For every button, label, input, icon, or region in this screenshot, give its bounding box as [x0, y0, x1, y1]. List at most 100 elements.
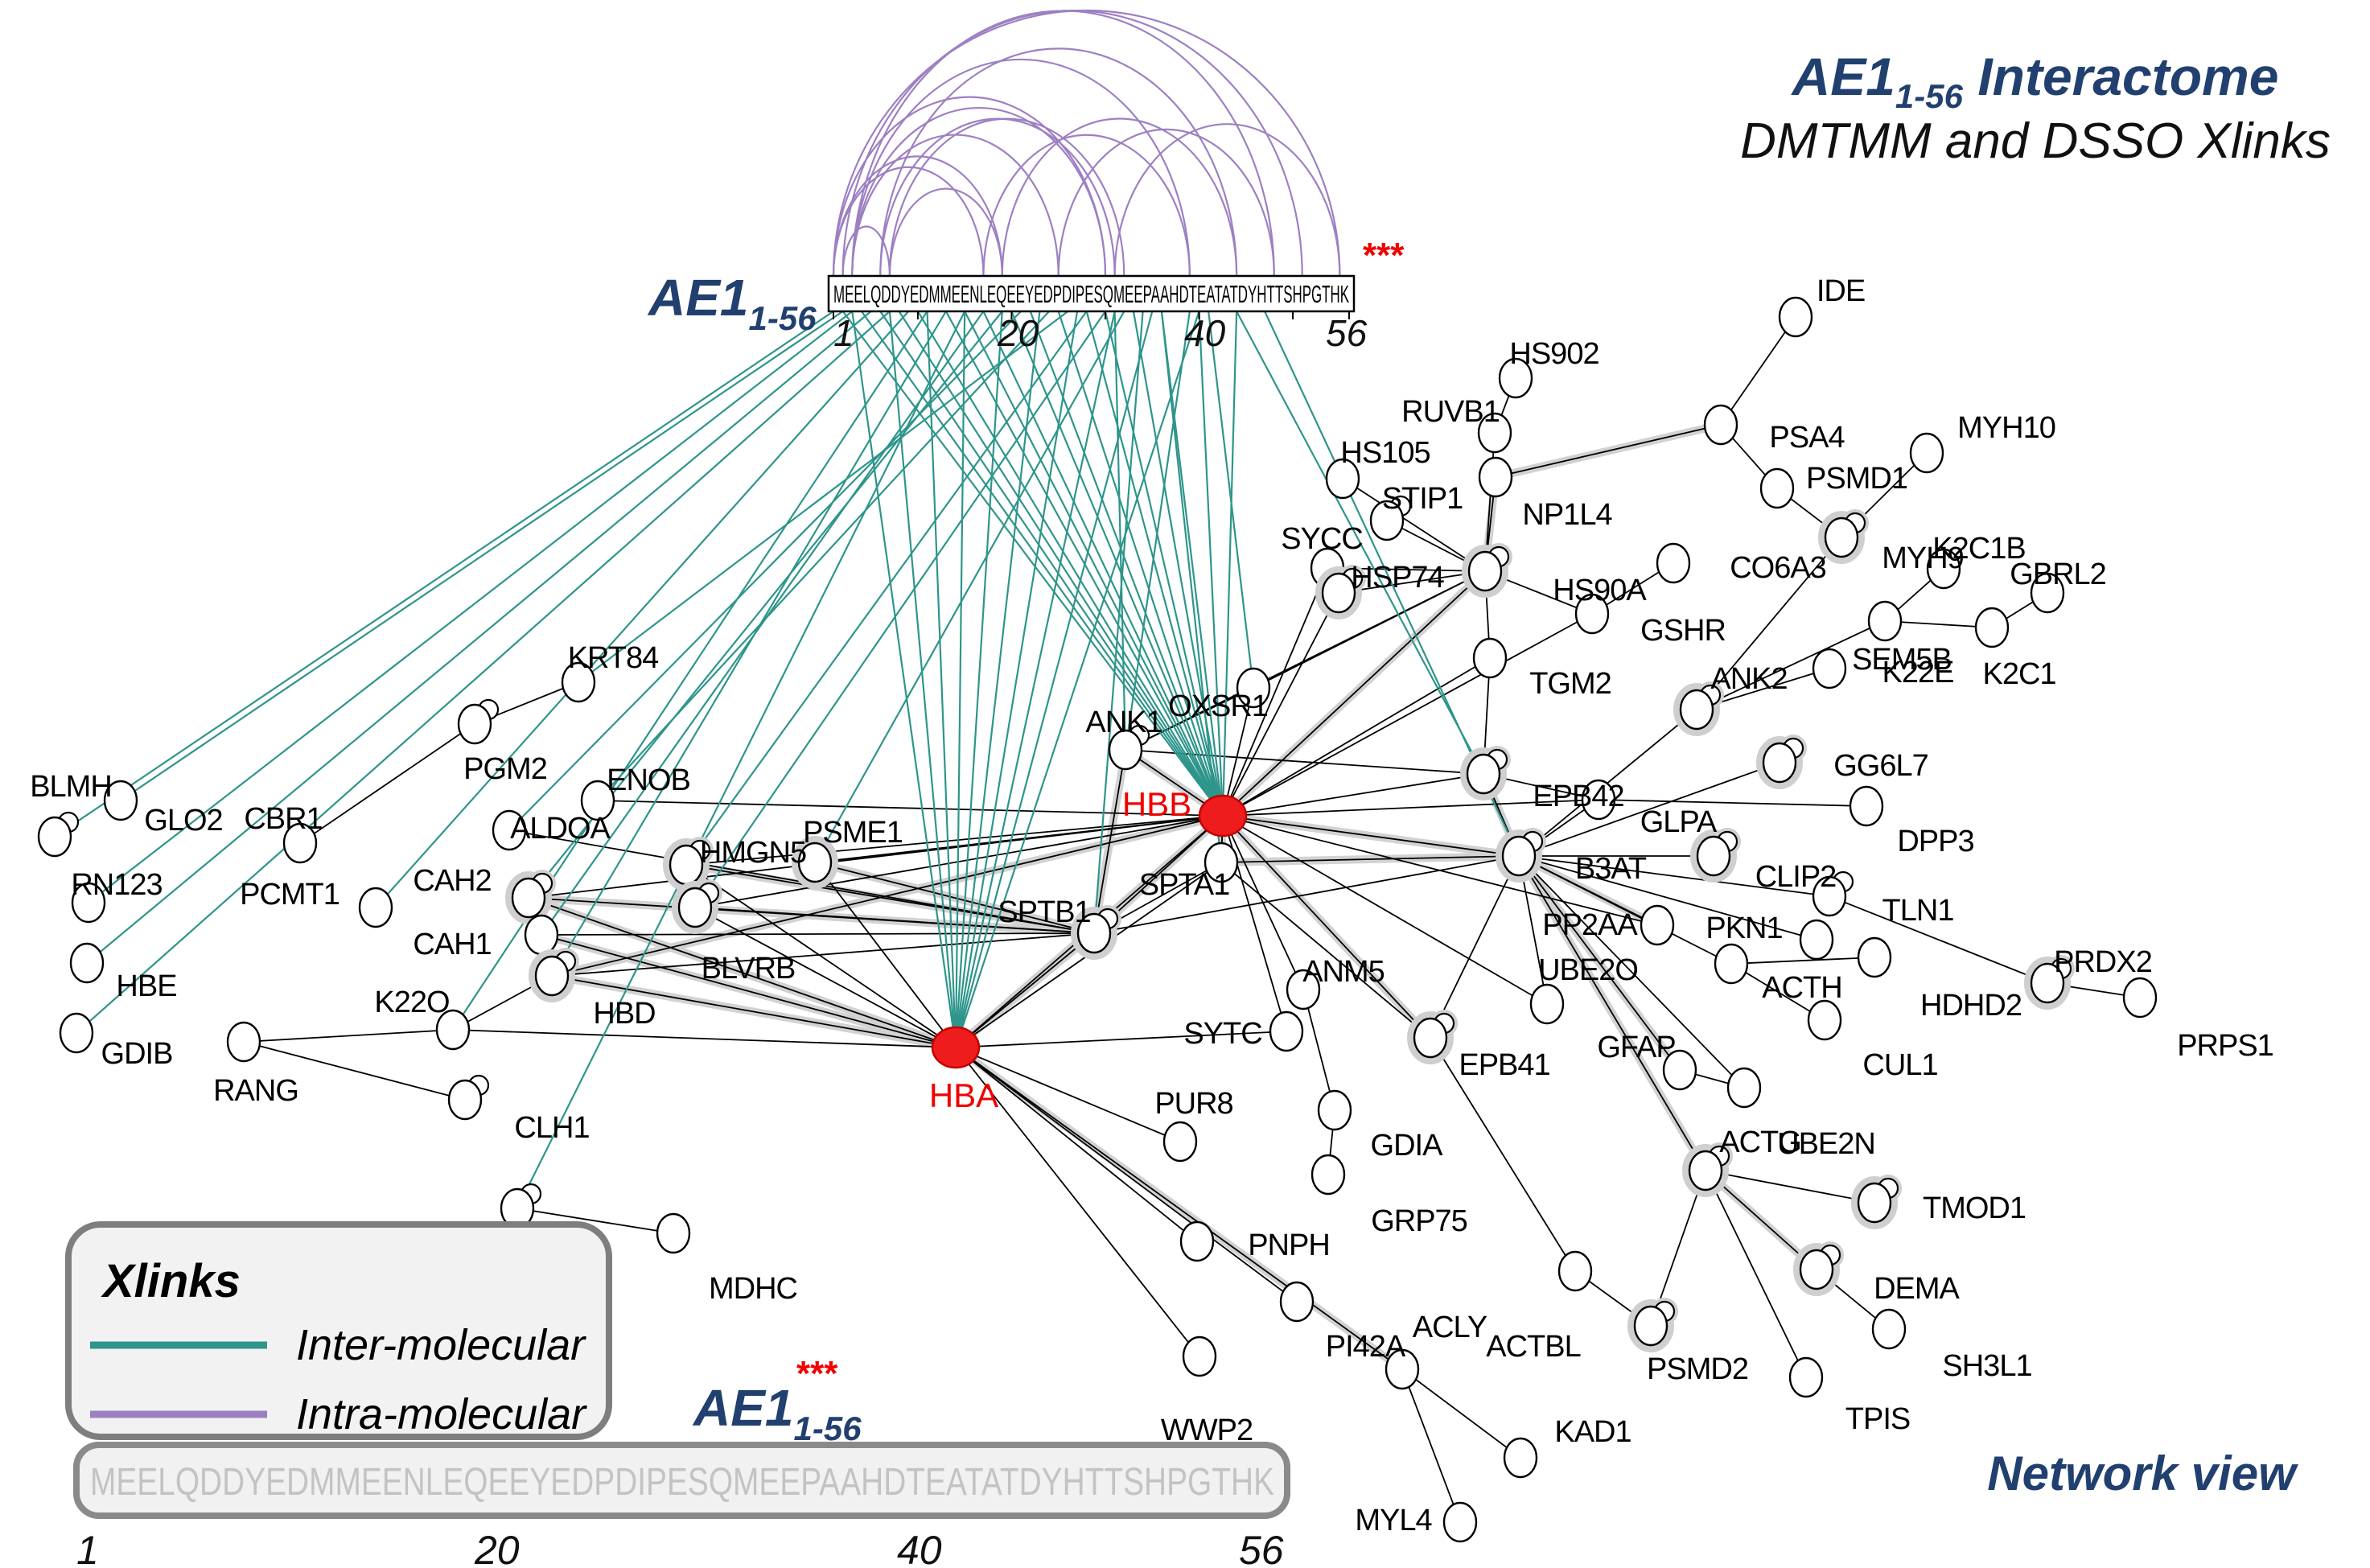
node-GDIB[interactable] [59, 1012, 94, 1054]
node-UBE2O[interactable] [1529, 983, 1565, 1025]
node-shape [1503, 1437, 1538, 1479]
node-GSHR[interactable] [1574, 593, 1610, 635]
node-HS902[interactable] [1498, 357, 1533, 399]
interaction-edge [299, 723, 475, 844]
node-PSA4[interactable] [1703, 404, 1738, 446]
node-PRDX2[interactable] [2024, 955, 2075, 1010]
node-BLVRB[interactable] [672, 879, 722, 934]
node-ANK1[interactable] [1108, 724, 1150, 771]
node-HS105[interactable] [1325, 458, 1360, 500]
node-K2C1B[interactable] [1926, 548, 1961, 590]
node-GFAP[interactable] [1662, 1049, 1697, 1091]
node-TLN1[interactable] [1812, 870, 1854, 917]
node-DEMA[interactable] [1793, 1241, 1844, 1296]
node-GLPA[interactable] [1581, 779, 1616, 821]
node-CLH1[interactable] [447, 1074, 490, 1121]
node-CAH1[interactable] [524, 914, 559, 956]
node-ANM5[interactable] [1286, 969, 1321, 1010]
node-ACTH[interactable] [1714, 943, 1749, 985]
node-ALDOA[interactable] [492, 809, 527, 851]
node-PRPS1[interactable] [2122, 977, 2158, 1019]
node-ACLY[interactable] [1385, 1348, 1420, 1390]
node-PKN1[interactable] [1799, 919, 1834, 961]
node-HS90A[interactable] [1462, 543, 1512, 598]
node-HBB[interactable] [1198, 794, 1248, 838]
node-MDHC[interactable] [656, 1212, 691, 1254]
node-CLIP2[interactable] [1690, 828, 1741, 883]
node-KRT84[interactable] [561, 661, 596, 703]
node-PSMD1[interactable] [1759, 467, 1795, 509]
node-GRP75[interactable] [1310, 1154, 1346, 1196]
node-B3AT[interactable] [1496, 828, 1546, 883]
node-CO6A3[interactable] [1656, 542, 1691, 584]
node-WWP2[interactable] [1182, 1335, 1217, 1377]
node-K2C1[interactable] [1974, 607, 2010, 648]
node-K22E[interactable] [1867, 600, 1903, 642]
node-shape [1472, 637, 1508, 679]
node-GG6L7[interactable] [1756, 735, 1807, 789]
node-CUL1[interactable] [1807, 999, 1842, 1041]
node-label-GLPA: GLPA [1640, 805, 1718, 839]
title-line2: DMTMM and DSSO Xlinks [1740, 113, 2331, 169]
node-RN123[interactable] [71, 882, 106, 924]
node-SPTA1[interactable] [1204, 842, 1239, 883]
node-ACTG[interactable] [1682, 1142, 1733, 1197]
node-HBD[interactable] [529, 948, 579, 1002]
node-GLO2[interactable] [37, 811, 80, 858]
node-RUVB1[interactable] [1477, 412, 1512, 454]
node-ANK2[interactable] [1673, 681, 1724, 736]
node-RANG[interactable] [226, 1021, 261, 1063]
node-PUR8[interactable] [1162, 1121, 1198, 1163]
node-HDHD2[interactable] [1857, 936, 1892, 978]
node-STIP1[interactable] [1369, 495, 1412, 541]
node-DPP3[interactable] [1849, 785, 1884, 827]
node-PCMT1[interactable] [358, 887, 393, 928]
node-shape [1867, 600, 1903, 642]
node-ACTBL[interactable] [1557, 1250, 1593, 1292]
node-TMOD1[interactable] [1851, 1175, 1902, 1229]
node-TPIS[interactable] [1788, 1356, 1824, 1398]
node-CBR1[interactable] [282, 822, 318, 864]
node-HBA[interactable] [931, 1026, 981, 1069]
node-BLMH[interactable] [103, 780, 138, 821]
node-halo [1627, 1299, 1674, 1352]
node-label-GSHR: GSHR [1640, 614, 1726, 648]
node-SEM5B[interactable] [1812, 648, 1847, 689]
node-IDE[interactable] [1778, 296, 1813, 338]
node-PSMD2[interactable] [1627, 1298, 1678, 1352]
node-HSP74[interactable] [1315, 565, 1366, 619]
node-label-ACTH: ACTH [1762, 971, 1841, 1005]
node-shape [1799, 1249, 1834, 1290]
node-MYH9[interactable] [1818, 509, 1869, 564]
node-OXSR1[interactable] [1236, 667, 1271, 709]
node-PNPH[interactable] [1179, 1220, 1215, 1262]
node-SPTB1[interactable] [1071, 905, 1121, 960]
node-UBE2N[interactable] [1726, 1067, 1762, 1109]
inter-molecular-xlink [1221, 311, 1238, 817]
node-MYH10[interactable] [1909, 432, 1944, 474]
node-PP2AA[interactable] [1640, 904, 1675, 946]
node-EPB42[interactable] [1460, 746, 1511, 800]
interaction-edge [1495, 424, 1722, 478]
node-PGM2[interactable] [457, 698, 500, 745]
node-EPB41[interactable] [1407, 1010, 1458, 1064]
node-K22O[interactable] [435, 1009, 471, 1051]
node-shape [580, 780, 615, 821]
node-NP1L4[interactable] [1478, 456, 1513, 498]
node-label-PRDX2: PRDX2 [2054, 945, 2152, 979]
node-SH3L1[interactable] [1871, 1308, 1907, 1350]
node-PI42A[interactable] [1279, 1281, 1315, 1323]
node-SYTC[interactable] [1269, 1010, 1304, 1052]
node-PSME1[interactable] [792, 836, 838, 889]
node-TGM2[interactable] [1472, 637, 1508, 679]
node-KAD1[interactable] [1503, 1437, 1538, 1479]
node-CAH2[interactable] [505, 870, 556, 924]
node-shape [1640, 904, 1675, 946]
node-GDIA[interactable] [1317, 1089, 1352, 1131]
node-MYL4[interactable] [1442, 1501, 1478, 1543]
node-HBE[interactable] [69, 942, 105, 984]
node-ENOB[interactable] [580, 780, 615, 821]
node-label-BLMH: BLMH [30, 770, 112, 804]
node-GOLI4[interactable] [500, 1183, 542, 1229]
node-GBRL2[interactable] [2030, 572, 2065, 614]
